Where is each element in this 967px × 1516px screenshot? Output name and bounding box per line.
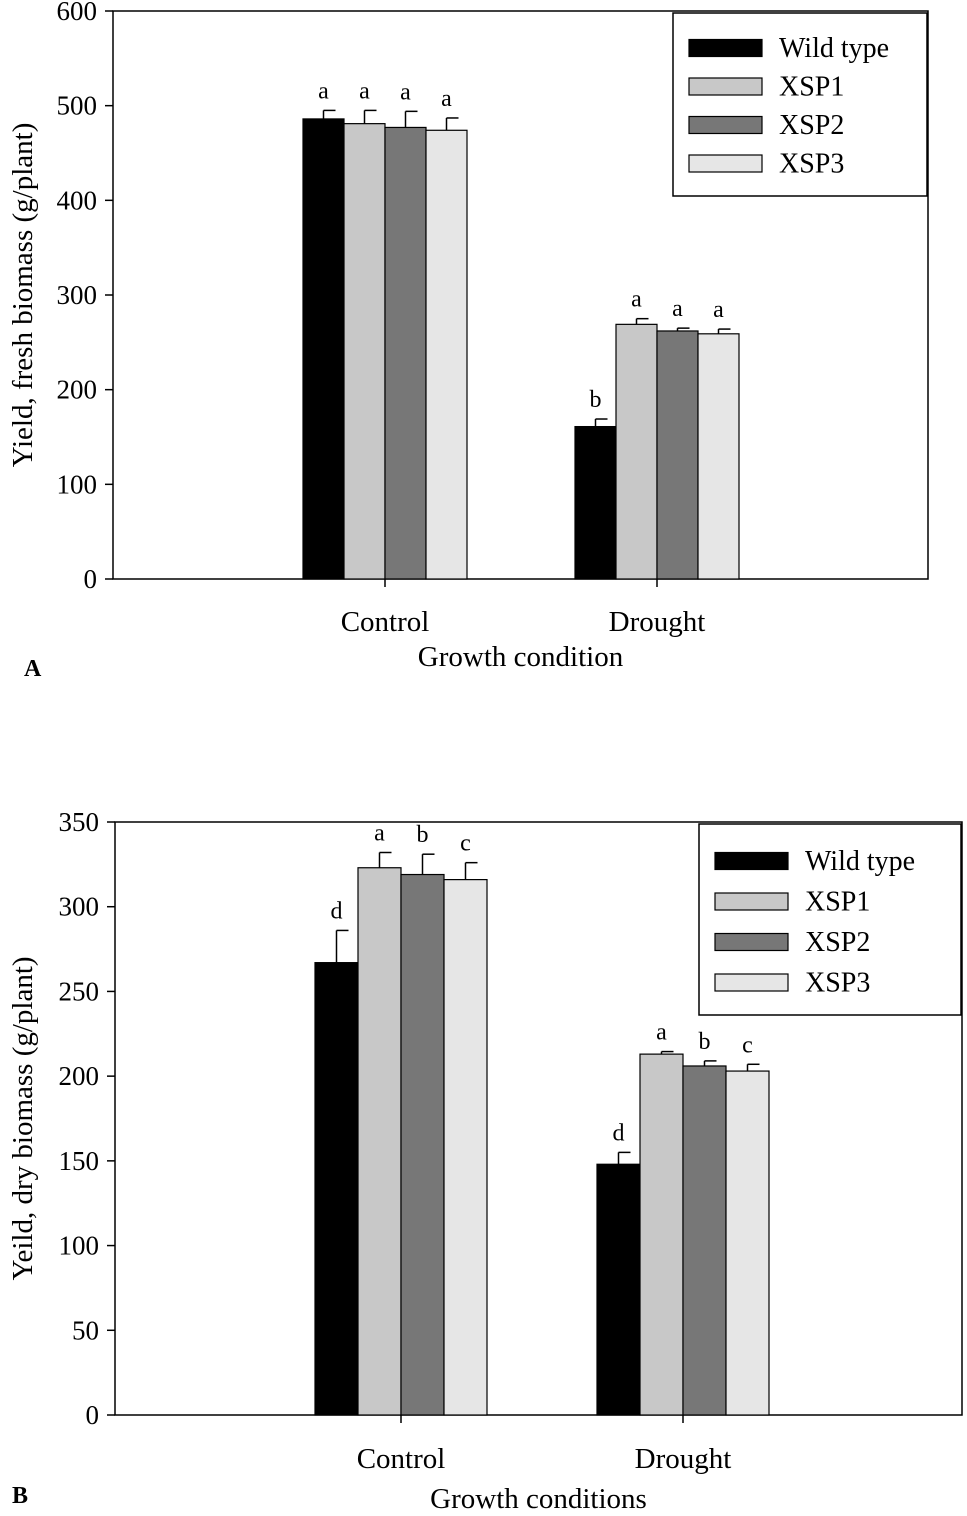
significance-letter: a (318, 78, 329, 104)
significance-letter: c (742, 1032, 753, 1058)
y-tick-label: 300 (59, 892, 100, 922)
significance-letter: b (417, 822, 429, 848)
x-axis-label: Growth conditions (430, 1483, 647, 1511)
panel-label: B (12, 1483, 28, 1509)
bar (314, 962, 359, 1416)
significance-letter: a (400, 79, 411, 105)
significance-letter: a (672, 296, 683, 322)
legend-label: XSP1 (779, 72, 844, 103)
legend-label: XSP3 (779, 149, 844, 180)
significance-letter: c (460, 831, 471, 857)
legend-swatch (714, 892, 789, 911)
y-tick-label: 100 (59, 1231, 100, 1261)
significance-letter: a (656, 1020, 667, 1046)
bar (343, 123, 386, 580)
y-tick-label: 600 (57, 0, 98, 26)
y-axis-label: Yeild, dry biomass (g/plant) (7, 956, 39, 1280)
legend-label: XSP2 (779, 110, 844, 141)
panel-label: A (24, 656, 42, 682)
significance-letter: d (331, 898, 343, 924)
significance-letter: a (631, 287, 642, 313)
x-category-label: Drought (635, 1443, 732, 1475)
significance-letter: b (590, 387, 602, 413)
significance-letter: a (374, 820, 385, 846)
x-axis-label: Growth condition (418, 641, 624, 673)
legend-label: XSP2 (805, 927, 870, 958)
chart-panel-b: 0 50 100 150 200 250 300 350 d a b c Control d a b c Drou… (7, 807, 963, 1515)
x-category-label: Drought (609, 606, 706, 638)
bar (639, 1053, 684, 1416)
legend-label: XSP3 (805, 968, 870, 999)
legend-swatch (714, 932, 789, 952)
y-tick-label: 500 (57, 91, 98, 121)
legend-swatch (688, 38, 763, 58)
legend: Wild type XSP1 XSP2 XSP3 (698, 823, 962, 1016)
significance-letter: a (441, 86, 452, 112)
bar (682, 1065, 727, 1416)
significance-letter: a (359, 78, 370, 104)
bar (615, 323, 658, 580)
significance-letter: b (699, 1029, 711, 1055)
bar (596, 1163, 641, 1416)
y-tick-label: 250 (59, 976, 100, 1006)
y-tick-label: 100 (57, 469, 98, 499)
legend-swatch (714, 851, 789, 871)
y-tick-label: 150 (59, 1146, 100, 1176)
bar (697, 333, 740, 580)
bar (384, 126, 427, 580)
legend-swatch (688, 115, 763, 135)
significance-letter: a (713, 297, 724, 323)
x-category-label: Control (341, 606, 430, 638)
y-tick-label: 200 (59, 1061, 100, 1091)
bar (443, 879, 488, 1416)
y-tick-label: 400 (57, 185, 98, 215)
legend-label: XSP1 (805, 887, 870, 918)
y-tick-label: 50 (72, 1315, 99, 1345)
legend: Wild type XSP1 XSP2 XSP3 (672, 12, 928, 197)
legend-swatch (688, 154, 763, 173)
y-tick-label: 300 (57, 280, 98, 310)
y-tick-label: 0 (86, 1400, 100, 1430)
y-axis-label: Yield, fresh biomass (g/plant) (7, 123, 39, 468)
significance-letter: d (613, 1120, 625, 1146)
bar (302, 118, 345, 580)
bar (574, 425, 617, 580)
bar (425, 129, 468, 580)
bar (400, 873, 445, 1416)
bar (357, 867, 402, 1416)
x-category-label: Control (357, 1443, 446, 1475)
bar (656, 330, 699, 580)
bar (725, 1070, 770, 1416)
chart-panel-a: 0 100 200 300 400 500 600 a a a a Control b a a a Drough… (7, 0, 929, 682)
y-tick-label: 350 (59, 807, 100, 837)
y-tick-label: 0 (84, 564, 98, 594)
legend-label: Wild type (779, 33, 889, 64)
legend-swatch (714, 973, 789, 992)
legend-swatch (688, 77, 763, 96)
plot-frame (114, 821, 963, 1416)
y-tick-label: 200 (57, 375, 98, 405)
legend-label: Wild type (805, 846, 915, 877)
